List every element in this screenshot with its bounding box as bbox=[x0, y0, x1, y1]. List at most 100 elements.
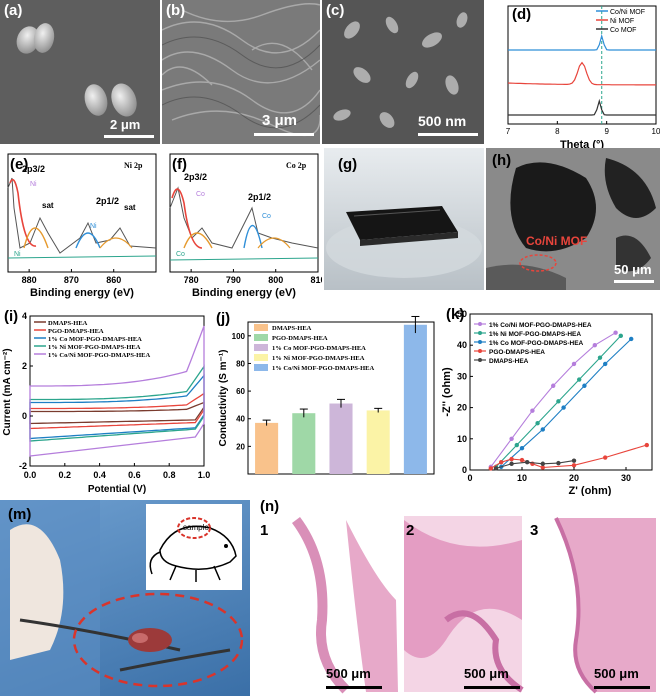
histology-images bbox=[274, 516, 656, 694]
k-legend-marker bbox=[478, 340, 482, 344]
j-legend-label: DMAPS-HEA bbox=[272, 325, 312, 332]
nyquist-point bbox=[551, 383, 556, 388]
j-legend-swatch bbox=[254, 324, 268, 331]
panel-label-d: (d) bbox=[512, 6, 532, 23]
nyquist-point bbox=[525, 460, 530, 465]
scale-label-c: 500 nm bbox=[418, 113, 467, 129]
e-title: Ni 2p bbox=[124, 161, 143, 170]
nyquist-point bbox=[597, 355, 603, 360]
i-ytick-label: -2 bbox=[19, 461, 27, 471]
k-legend-marker bbox=[478, 322, 482, 326]
k-ytick-label: 50 bbox=[457, 309, 467, 319]
nyquist-point bbox=[603, 361, 608, 367]
panel-h: (h) Co/Ni MOF 50 μm bbox=[486, 148, 660, 290]
nyquist-point bbox=[592, 343, 597, 348]
i-ytick-label: 0 bbox=[22, 411, 27, 421]
f-xtick-label: 790 bbox=[226, 275, 241, 285]
j-ytick-label: 80 bbox=[236, 359, 245, 368]
xrd-line-conimof bbox=[508, 33, 656, 51]
i-xtick-label: 0.2 bbox=[59, 470, 72, 480]
panel-label-m: (m) bbox=[8, 506, 32, 523]
i-ylabel: Current (mA cm⁻²) bbox=[2, 348, 13, 435]
k-ytick-label: 10 bbox=[457, 434, 467, 444]
panel-e: 860 870 880 Binding energy (eV) Ni 2p 2p3/… bbox=[0, 148, 160, 300]
sem-image-b bbox=[162, 3, 320, 137]
nyquist-point bbox=[603, 455, 608, 460]
nyquist-point bbox=[561, 405, 566, 410]
j-legend-swatch bbox=[254, 334, 268, 341]
nyquist-point bbox=[540, 427, 545, 432]
i-legend-label: 1% Co MOF-PGO-DMAPS-HEA bbox=[48, 336, 142, 343]
panel-m: sample (m) bbox=[0, 500, 250, 696]
panel-label-c: (c) bbox=[326, 2, 345, 19]
k-legend-label: 1% Ni MOF-PGO-DMAPS-HEA bbox=[489, 331, 581, 338]
panel-label-a: (a) bbox=[4, 2, 23, 19]
k-ytick-label: 30 bbox=[457, 371, 467, 381]
j-legend-label: 1% Co MOF-PGO-DMAPS-HEA bbox=[272, 345, 366, 352]
conductivity-bar bbox=[403, 324, 427, 474]
panel-i: 0.0 0.2 0.4 0.6 0.8 1.0 -2 0 2 4 DMAPS-HEA PGO-DMA… bbox=[0, 308, 210, 496]
k-xtick-label: 10 bbox=[517, 473, 527, 483]
sem-image-c bbox=[333, 12, 468, 128]
nyquist-point bbox=[535, 421, 540, 426]
panel-label-f: (f) bbox=[172, 156, 187, 173]
i-ytick-label: 4 bbox=[22, 311, 27, 321]
sem-image-a bbox=[16, 23, 137, 117]
d-xtick-label: 10 bbox=[652, 127, 660, 136]
d-legend-label: Co MOF bbox=[610, 27, 636, 34]
j-legend-label: 1% Co/Ni MOF-PGO-DMAPS-HEA bbox=[272, 365, 374, 372]
xrd-line-comof bbox=[508, 98, 656, 116]
f-peak3: Co bbox=[176, 251, 185, 258]
f-peak1: Co bbox=[196, 191, 205, 198]
panel-g: (g) bbox=[324, 148, 484, 290]
nyquist-point bbox=[613, 330, 618, 335]
nyquist-point bbox=[540, 461, 545, 466]
panel-n: (n) 1 2 3 500 μm 500 μm 500 μm bbox=[256, 500, 660, 696]
chart-i: 0.0 0.2 0.4 0.6 0.8 1.0 -2 0 2 4 DMAPS-HEAPGO-DMA… bbox=[2, 311, 210, 495]
f-title: Co 2p bbox=[286, 161, 307, 170]
scale-label-n2: 500 μm bbox=[464, 666, 509, 681]
i-legend-label: 1% Ni MOF-PGO-DMAPS-HEA bbox=[48, 344, 141, 351]
panel-k: 0 10 20 30 0 10 20 30 40 50 1% Co/Ni MOF-PGO-DMAP… bbox=[440, 300, 660, 496]
j-legend-swatch bbox=[254, 354, 268, 361]
nyquist-point bbox=[618, 333, 623, 339]
panel-label-n: (n) bbox=[260, 500, 280, 515]
f-peak2: Co bbox=[262, 213, 271, 220]
e-peak2: Ni bbox=[90, 223, 97, 230]
nyquist-point bbox=[571, 361, 577, 367]
e-peak1: Ni bbox=[30, 181, 37, 188]
k-legend-label: 1% Co MOF-PGO-DMAPS-HEA bbox=[489, 340, 584, 347]
n-sub3: 3 bbox=[530, 522, 539, 539]
nyquist-point bbox=[556, 399, 561, 404]
d-xtick-label: 8 bbox=[555, 127, 560, 136]
j-legend-label: 1% Ni MOF-PGO-DMAPS-HEA bbox=[272, 355, 365, 362]
scale-label-n1: 500 μm bbox=[326, 666, 371, 681]
j-legend-swatch bbox=[254, 364, 268, 371]
k-legend-marker bbox=[478, 331, 482, 335]
conductivity-bar bbox=[329, 403, 353, 474]
k-xtick-label: 30 bbox=[621, 473, 631, 483]
panel-d: 7 8 9 10 Theta (°) Co/Ni MOF Ni MOF Co MOF (d… bbox=[486, 0, 660, 152]
conductivity-bar bbox=[255, 422, 279, 474]
nyquist-point bbox=[629, 336, 634, 342]
f-xlabel: Binding energy (eV) bbox=[192, 287, 296, 299]
panel-j: 20 40 60 80 100 DMAPS-HEA PGO-DMAPS-HEA 1% Co … bbox=[214, 308, 440, 496]
panel-label-g: (g) bbox=[338, 156, 358, 173]
panel-f: 780 790 800 810 Binding energy (eV) Co 2p 2… bbox=[162, 148, 322, 300]
i-ytick-label: 2 bbox=[22, 361, 27, 371]
n-sub2: 2 bbox=[406, 522, 415, 539]
scale-label-h: 50 μm bbox=[614, 262, 652, 277]
d-xtick-label: 7 bbox=[506, 127, 511, 136]
k-legend-marker bbox=[478, 349, 482, 353]
h-annotation: Co/Ni MOF bbox=[526, 234, 588, 248]
panel-label-e: (e) bbox=[10, 156, 29, 173]
e-peak3: Ni bbox=[14, 251, 21, 258]
e-xtick-label: 870 bbox=[64, 275, 79, 285]
j-ylabel: Conductivity (S m⁻¹) bbox=[218, 350, 229, 447]
k-legend-label: 1% Co/Ni MOF-PGO-DMAPS-HEA bbox=[489, 322, 592, 329]
nyquist-point bbox=[530, 408, 535, 413]
j-ytick-label: 20 bbox=[236, 442, 245, 451]
cv-curve bbox=[29, 325, 205, 457]
d-legend-label: Co/Ni MOF bbox=[610, 9, 645, 16]
